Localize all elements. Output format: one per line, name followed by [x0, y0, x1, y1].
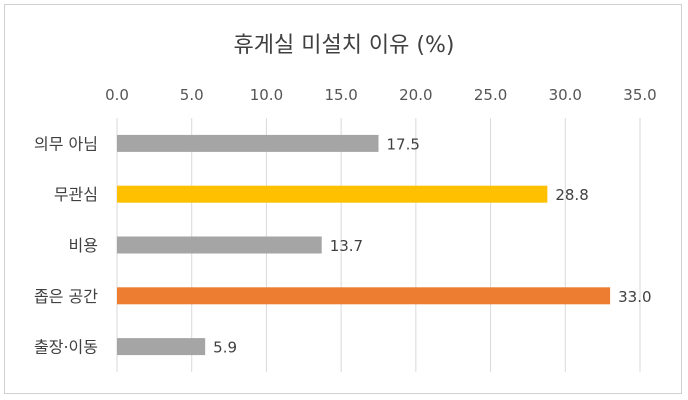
data-label: 5.9 — [213, 339, 237, 357]
data-label: 13.7 — [330, 237, 363, 255]
x-tick-label: 10.0 — [250, 86, 283, 104]
bar — [117, 236, 322, 254]
category-label: 좁은 공간 — [34, 287, 98, 306]
x-tick-label: 35.0 — [623, 86, 656, 104]
x-tick-label: 0.0 — [105, 86, 129, 104]
category-label: 출장·이동 — [34, 338, 98, 357]
data-label: 33.0 — [618, 288, 651, 306]
x-tick-label: 30.0 — [549, 86, 582, 104]
bar — [117, 287, 611, 305]
x-tick-label: 5.0 — [180, 86, 204, 104]
category-label: 비용 — [69, 236, 98, 255]
x-tick-label: 20.0 — [399, 86, 432, 104]
bar — [117, 134, 379, 152]
data-label: 17.5 — [387, 135, 420, 153]
bar — [117, 338, 206, 356]
x-tick-label: 15.0 — [324, 86, 357, 104]
x-tick-label: 25.0 — [474, 86, 507, 104]
data-label: 28.8 — [555, 186, 588, 204]
bar — [117, 185, 548, 203]
category-label: 의무 아님 — [34, 134, 98, 153]
chart-title: 휴게실 미설치 이유 (%) — [233, 33, 455, 58]
category-label: 무관심 — [54, 185, 98, 204]
